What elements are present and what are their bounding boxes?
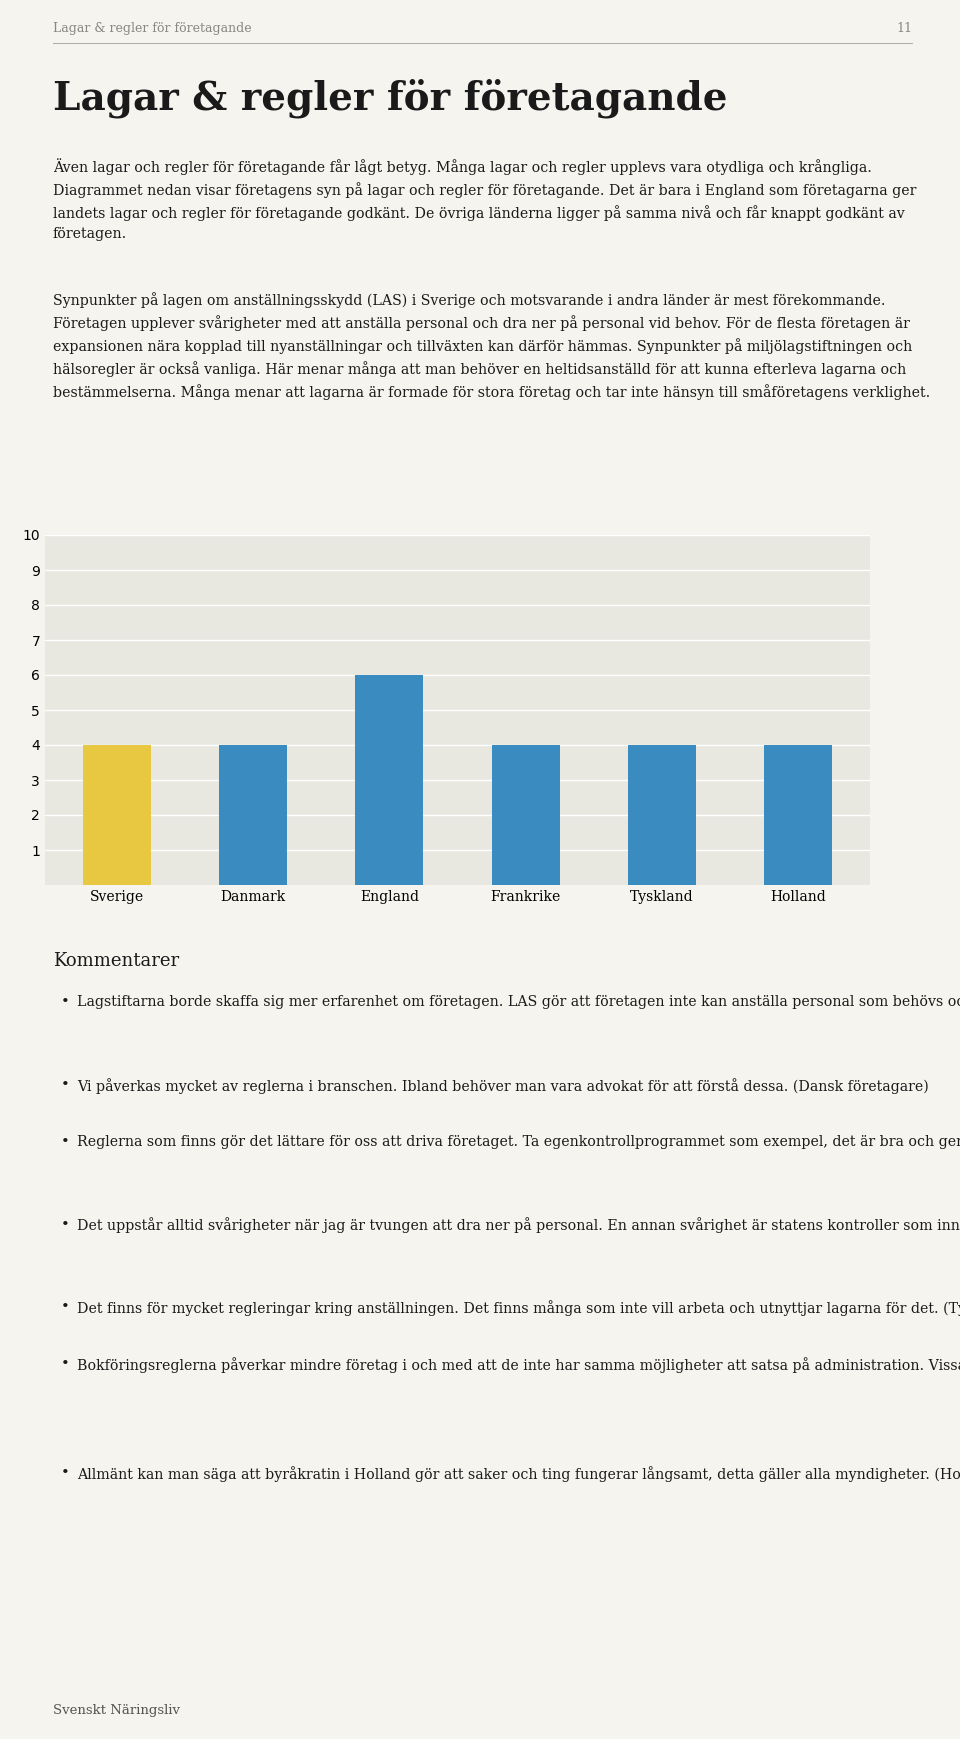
Text: •: • <box>60 1301 69 1315</box>
Bar <box>219 744 287 885</box>
Text: Vi påverkas mycket av reglerna i branschen. Ibland behöver man vara advokat för : Vi påverkas mycket av reglerna i bransch… <box>77 1078 928 1094</box>
Text: •: • <box>60 1358 69 1372</box>
Text: •: • <box>60 1078 69 1092</box>
Text: Lagar & regler för företagande: Lagar & regler för företagande <box>53 78 728 118</box>
Text: •: • <box>60 1136 69 1149</box>
Text: Synpunkter på lagen om anställningsskydd (LAS) i Sverige och motsvarande i andra: Synpunkter på lagen om anställningsskydd… <box>53 292 930 400</box>
Text: •: • <box>60 995 69 1009</box>
Bar <box>628 744 696 885</box>
Bar <box>764 744 832 885</box>
Bar <box>83 744 151 885</box>
Text: Reglerna som finns gör det lättare för oss att driva företaget. Ta egenkontrollp: Reglerna som finns gör det lättare för o… <box>77 1136 960 1149</box>
Text: Bokföringsreglerna påverkar mindre företag i och med att de inte har samma möjli: Bokföringsreglerna påverkar mindre föret… <box>77 1358 960 1374</box>
Text: •: • <box>60 1217 69 1231</box>
Bar <box>355 675 423 885</box>
Text: Allmänt kan man säga att byråkratin i Holland gör att saker och ting fungerar lå: Allmänt kan man säga att byråkratin i Ho… <box>77 1466 960 1482</box>
Text: Lagstiftarna borde skaffa sig mer erfarenhet om företagen. LAS gör att företagen: Lagstiftarna borde skaffa sig mer erfare… <box>77 995 960 1009</box>
Text: Det uppstår alltid svårigheter när jag är tvungen att dra ner på personal. En an: Det uppstår alltid svårigheter när jag ä… <box>77 1217 960 1233</box>
Text: Det finns för mycket regleringar kring anställningen. Det finns många som inte v: Det finns för mycket regleringar kring a… <box>77 1301 960 1316</box>
Text: Även lagar och regler för företagande får lågt betyg. Många lagar och regler upp: Även lagar och regler för företagande få… <box>53 158 916 240</box>
Text: Svenskt Näringsliv: Svenskt Näringsliv <box>53 1704 180 1716</box>
Text: Lagar & regler för företagande: Lagar & regler för företagande <box>53 23 252 35</box>
Text: 11: 11 <box>896 23 912 35</box>
Text: •: • <box>60 1466 69 1480</box>
Text: Kommentarer: Kommentarer <box>53 951 179 970</box>
Bar <box>492 744 560 885</box>
